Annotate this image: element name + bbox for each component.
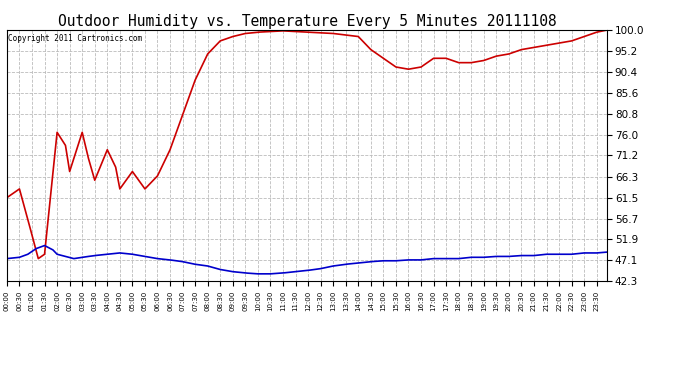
- Title: Outdoor Humidity vs. Temperature Every 5 Minutes 20111108: Outdoor Humidity vs. Temperature Every 5…: [58, 14, 556, 29]
- Text: Copyright 2011 Cartronics.com: Copyright 2011 Cartronics.com: [8, 34, 142, 43]
